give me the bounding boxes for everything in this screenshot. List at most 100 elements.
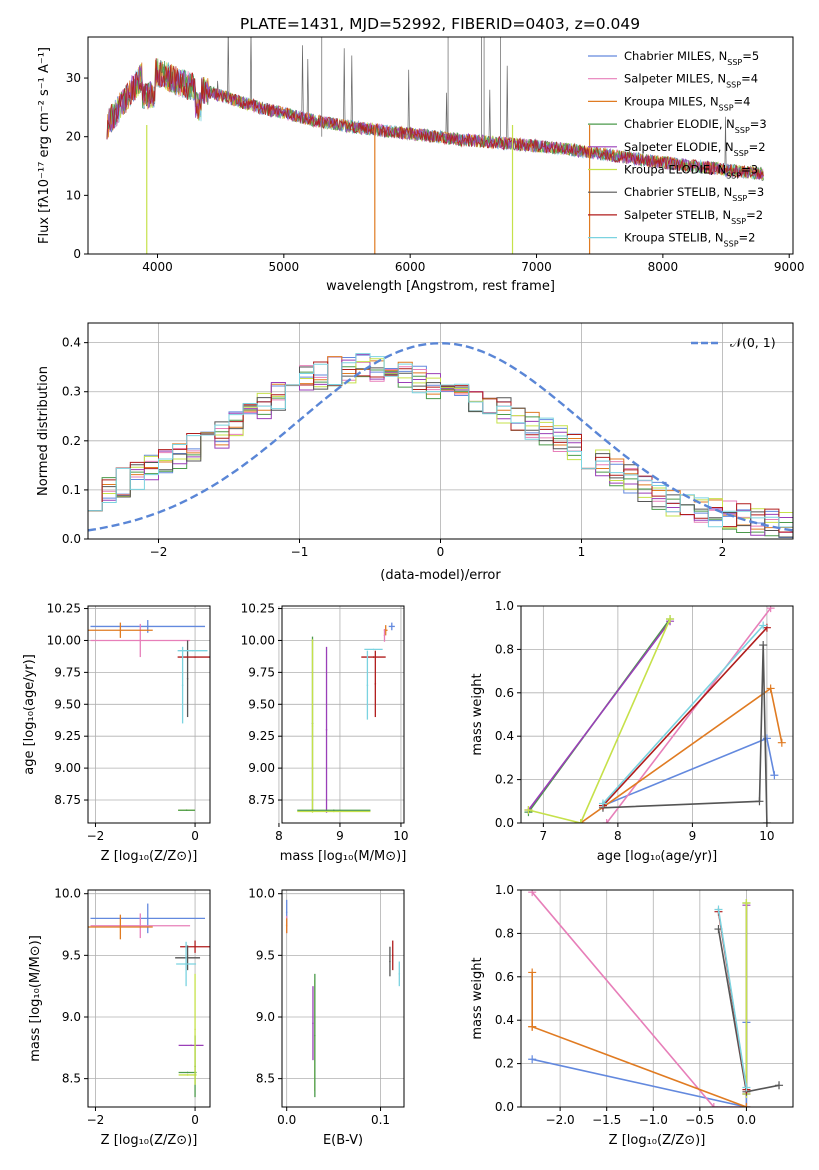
- data-point: [285, 911, 288, 913]
- weight-marker: [759, 641, 768, 650]
- y-tick-label: 0.4: [62, 336, 81, 350]
- x-tick-label: −1.0: [639, 1113, 668, 1127]
- data-point: [181, 684, 184, 686]
- x-axis-label: mass [log₁₀(M/M⊙)]: [280, 849, 407, 864]
- x-tick-label: 0: [191, 1113, 199, 1127]
- data-point: [374, 683, 377, 685]
- plot-area: [88, 903, 210, 1098]
- data-point: [186, 1071, 189, 1074]
- y-tick-label: 0.6: [495, 970, 514, 984]
- weight-marker: [666, 615, 675, 624]
- x-tick-label: 8: [614, 829, 622, 843]
- legend-label: 𝒩(0, 1): [730, 335, 776, 350]
- y-tick-label: 0.8: [495, 926, 514, 940]
- weight-marker: [762, 819, 771, 823]
- plot-area: [88, 341, 793, 539]
- data-point: [186, 677, 189, 680]
- data-point: [146, 625, 149, 628]
- axes-frame: [87, 36, 794, 255]
- axes-frame: [281, 889, 405, 1108]
- y-tick-label: 30: [66, 71, 81, 85]
- axes-frame: [87, 889, 211, 1108]
- spectrum-line-7: [106, 58, 764, 180]
- x-tick-label: −2: [87, 829, 105, 843]
- y-tick-label: 1.0: [495, 883, 514, 897]
- x-axis-label: age [log₁₀(age/yr)]: [597, 849, 718, 864]
- axes-frame: [87, 605, 211, 824]
- y-tick-label: 1.0: [495, 599, 514, 613]
- y-tick-label: 9.00: [54, 761, 81, 775]
- y-tick-label: 10.25: [47, 602, 81, 616]
- weight-marker: [528, 1055, 537, 1064]
- x-tick-label: 9: [689, 829, 697, 843]
- legend-label: Kroupa MILES, NSSP=4: [624, 94, 751, 112]
- data-point: [190, 1044, 192, 1047]
- y-tick-label: 0.0: [495, 816, 514, 830]
- weight-line-8: [602, 624, 764, 805]
- x-tick-label: 9000: [774, 260, 805, 274]
- data-point: [372, 648, 375, 651]
- x-axis-label: Z [log₁₀(Z/Z⊙)]: [609, 1133, 706, 1148]
- weight-marker: [528, 890, 537, 897]
- y-tick-label: 0.4: [495, 1013, 514, 1027]
- y-axis-label: age [log₁₀(age/yr)]: [22, 654, 37, 775]
- y-tick-label: 0.0: [62, 532, 81, 546]
- weight-line-8: [717, 909, 748, 1088]
- y-tick-label: 9.75: [248, 665, 275, 679]
- axes-age_vs_mass: 8 9 10 8.75 9.00 9.25 9.50 9.75 10.00 10.25 mass […: [241, 602, 409, 864]
- weight-marker: [770, 771, 779, 780]
- x-axis-label: E(B-V): [323, 1133, 363, 1148]
- weight-marker: [766, 684, 775, 693]
- weight-marker: [755, 797, 764, 806]
- y-axis-label: mass weight: [470, 673, 485, 755]
- axes-frame: [520, 605, 794, 824]
- y-tick-label: 9.0: [62, 1010, 81, 1024]
- axes-residuals: −2 −1 0 1 2 0.0 0.1 0.2 0.3 0.4 𝒩(0, 1) (data-model…: [36, 322, 794, 583]
- y-tick-label: 0.2: [62, 434, 81, 448]
- y-tick-label: 9.50: [248, 697, 275, 711]
- y-tick-label: 9.50: [54, 697, 81, 711]
- data-point: [146, 917, 149, 920]
- data-point: [185, 963, 187, 965]
- y-tick-label: 8.5: [62, 1072, 81, 1086]
- weight-marker: [524, 805, 533, 814]
- y-tick-label: 8.5: [256, 1072, 275, 1086]
- data-point: [398, 973, 401, 975]
- x-tick-label: 0.0: [737, 1113, 756, 1127]
- y-tick-label: 10.00: [241, 633, 275, 647]
- x-tick-label: 0: [191, 829, 199, 843]
- weight-marker: [528, 968, 537, 977]
- x-tick-label: 2: [719, 545, 727, 559]
- data-point: [139, 639, 142, 642]
- data-point: [119, 926, 122, 928]
- plot-area: [88, 620, 210, 812]
- y-tick-label: 9.5: [256, 948, 275, 962]
- y-tick-label: 10.0: [54, 887, 81, 901]
- plot-area: [285, 899, 401, 1098]
- x-tick-label: 7: [540, 829, 548, 843]
- plot-area: [106, 37, 764, 254]
- y-tick-label: 0.3: [62, 385, 81, 399]
- data-point: [314, 1034, 316, 1037]
- weight-line-4: [527, 620, 671, 811]
- x-tick-label: 1: [578, 545, 586, 559]
- y-tick-label: 10: [66, 188, 81, 202]
- y-tick-label: 10.00: [47, 633, 81, 647]
- x-tick-label: 0: [437, 545, 445, 559]
- plot-area: [528, 890, 784, 1107]
- y-tick-label: 0.0: [495, 1100, 514, 1114]
- legend-label: Salpeter ELODIE, NSSP=2: [624, 140, 766, 158]
- residual-histogram-8: [88, 353, 793, 528]
- x-tick-label: 4000: [142, 260, 173, 274]
- x-tick-label: −2.0: [546, 1113, 575, 1127]
- axes-frame: [520, 889, 794, 1108]
- axes-frame: [281, 605, 405, 824]
- legend-label: Chabrier ELODIE, NSSP=3: [624, 117, 767, 135]
- weight-marker: [762, 734, 771, 743]
- weight-marker: [759, 621, 768, 630]
- y-tick-label: 9.5: [62, 948, 81, 962]
- plot-area: [524, 606, 786, 823]
- weight-marker: [775, 1081, 784, 1090]
- axes-age_vs_Z: −2 0 8.75 9.00 9.25 9.50 9.75 10.00 10.25 Z [log₁…: [22, 602, 211, 864]
- y-tick-label: 9.75: [54, 665, 81, 679]
